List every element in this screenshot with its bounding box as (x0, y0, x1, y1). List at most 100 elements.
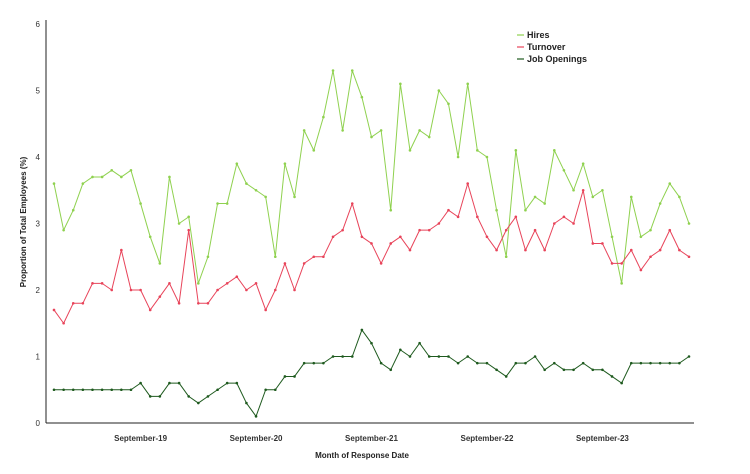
data-point (418, 228, 421, 232)
legend-label: Turnover (527, 42, 566, 52)
data-point (562, 215, 566, 219)
series-line (53, 70, 690, 284)
data-point (408, 149, 412, 152)
data-point (629, 248, 633, 252)
data-point (81, 388, 85, 392)
data-point (52, 388, 56, 392)
data-point (601, 368, 604, 372)
data-point (427, 355, 431, 358)
data-point (476, 361, 479, 365)
data-point (533, 355, 537, 358)
data-point (71, 388, 75, 392)
data-point (466, 82, 470, 86)
data-point (139, 381, 142, 385)
y-tick-label: 0 (36, 419, 41, 428)
data-point (197, 302, 200, 305)
data-point (524, 248, 527, 252)
data-point (533, 228, 537, 232)
data-point (495, 248, 498, 252)
data-point (504, 255, 508, 259)
data-point (524, 208, 527, 212)
data-point (687, 355, 691, 358)
data-point (379, 129, 383, 132)
data-point (197, 282, 200, 285)
data-point (158, 395, 162, 398)
x-tick-label: September-19 (114, 434, 167, 443)
data-point (485, 155, 489, 159)
data-point (187, 395, 190, 398)
data-point (91, 388, 94, 392)
data-point (360, 95, 364, 99)
data-point (177, 222, 181, 225)
data-point (649, 228, 652, 232)
data-point (514, 361, 518, 365)
data-point (302, 262, 306, 265)
data-point (110, 288, 114, 292)
data-point (476, 215, 479, 219)
data-point (427, 228, 431, 232)
data-point (235, 381, 239, 385)
data-point (187, 215, 190, 219)
data-point (245, 288, 248, 292)
data-point (206, 255, 210, 259)
data-point (71, 302, 75, 305)
data-point (341, 129, 344, 132)
data-point (658, 248, 662, 252)
data-point (687, 222, 691, 225)
data-point (678, 361, 681, 365)
data-point (504, 375, 508, 378)
series-line (53, 183, 690, 324)
data-point (591, 368, 595, 372)
data-point (466, 182, 470, 185)
data-point (129, 288, 133, 292)
data-point (216, 288, 219, 292)
data-point (71, 208, 75, 212)
data-point (312, 255, 316, 259)
data-point (399, 82, 402, 86)
legend-label: Hires (527, 30, 550, 40)
data-point (120, 388, 123, 392)
data-point (399, 235, 402, 239)
data-point (495, 368, 498, 372)
data-point (158, 295, 162, 298)
data-point (610, 262, 614, 265)
data-point (389, 208, 393, 212)
data-point (553, 149, 556, 152)
data-point (610, 375, 614, 378)
data-point (331, 69, 335, 72)
data-point (52, 308, 56, 312)
data-point (62, 321, 65, 325)
data-point (418, 341, 421, 345)
data-point (225, 202, 229, 205)
data-point (293, 195, 296, 199)
data-point (52, 182, 56, 185)
x-tick-label: September-23 (576, 434, 629, 443)
data-point (302, 129, 306, 132)
data-point (158, 262, 162, 265)
data-point (649, 255, 652, 259)
data-point (543, 368, 546, 372)
data-point (629, 195, 633, 199)
data-point (264, 388, 267, 392)
data-point (466, 355, 470, 358)
data-point (572, 188, 575, 192)
series-turnover (52, 182, 691, 325)
data-point (91, 282, 94, 285)
data-point (120, 248, 123, 252)
data-point (447, 102, 450, 106)
data-point (283, 375, 287, 378)
data-point (81, 302, 85, 305)
data-point (235, 162, 239, 165)
series-hires (52, 69, 691, 285)
data-point (206, 395, 210, 398)
data-point (100, 175, 104, 179)
y-tick-label: 1 (36, 353, 41, 362)
data-point (591, 242, 595, 245)
data-point (350, 355, 354, 358)
data-point (245, 401, 248, 405)
data-point (302, 361, 306, 365)
data-point (283, 162, 287, 165)
data-point (437, 355, 441, 358)
data-point (543, 248, 546, 252)
